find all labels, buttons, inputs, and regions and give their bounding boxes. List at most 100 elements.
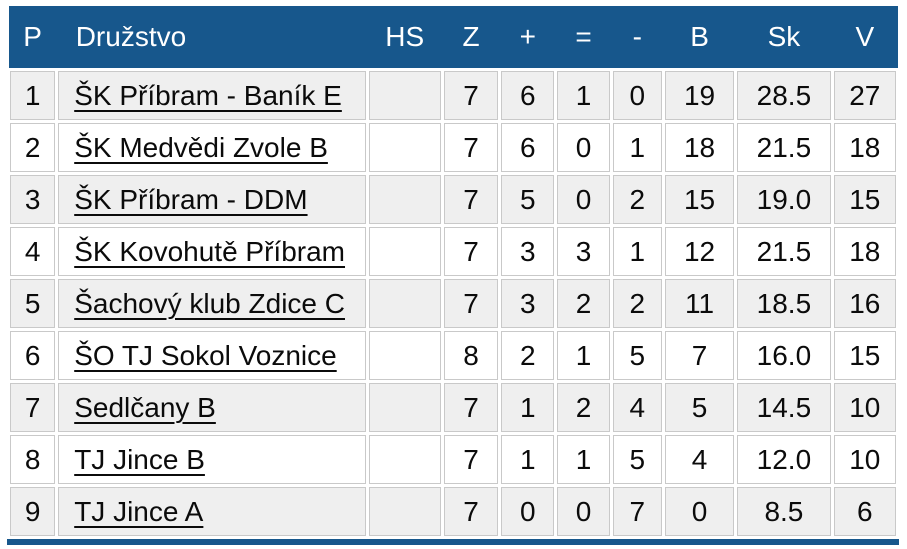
cell-hs — [365, 276, 444, 331]
cell-z: 7 — [440, 432, 502, 487]
table-bottom-border — [7, 539, 899, 545]
cell-z: 7 — [440, 172, 502, 227]
col-header-rank: P — [8, 6, 57, 70]
cell-minus: 1 — [609, 224, 665, 279]
cell-b: 5 — [661, 380, 738, 435]
table-row: 7 Sedlčany B 7 1 2 4 5 14.5 10 — [6, 380, 900, 435]
cell-plus: 6 — [498, 120, 558, 175]
cell-sk: 12.0 — [734, 432, 834, 487]
table-row: 8 TJ Jince B 7 1 1 5 4 12.0 10 — [6, 432, 900, 487]
cell-team: ŠK Příbram - DDM — [55, 172, 369, 227]
cell-plus: 3 — [498, 276, 558, 331]
cell-hs — [365, 120, 444, 175]
cell-rank: 8 — [6, 432, 59, 487]
team-link[interactable]: TJ Jince A — [74, 495, 204, 527]
cell-v: 6 — [830, 484, 900, 539]
cell-plus: 6 — [498, 68, 558, 123]
cell-rank: 9 — [6, 484, 59, 539]
team-link[interactable]: Šachový klub Zdice C — [74, 287, 345, 319]
cell-sk: 28.5 — [734, 68, 834, 123]
cell-draw: 3 — [554, 224, 613, 279]
cell-team: Šachový klub Zdice C — [55, 276, 369, 331]
cell-draw: 0 — [554, 120, 613, 175]
col-header-draw: = — [555, 6, 612, 70]
col-header-plus: + — [499, 6, 556, 70]
cell-z: 7 — [440, 380, 502, 435]
team-link[interactable]: ŠK Příbram - DDM — [74, 183, 308, 215]
cell-v: 18 — [830, 120, 900, 175]
cell-sk: 21.5 — [734, 120, 834, 175]
cell-team: ŠK Příbram - Baník E — [55, 68, 369, 123]
cell-sk: 19.0 — [734, 172, 834, 227]
team-link[interactable]: ŠO TJ Sokol Voznice — [74, 339, 337, 371]
cell-plus: 2 — [498, 328, 558, 383]
cell-team: ŠK Kovohutě Příbram — [55, 224, 369, 279]
cell-rank: 2 — [6, 120, 59, 175]
cell-team: TJ Jince A — [55, 484, 369, 539]
cell-sk: 14.5 — [734, 380, 834, 435]
cell-v: 10 — [830, 432, 900, 487]
cell-plus: 0 — [498, 484, 558, 539]
cell-draw: 2 — [554, 276, 613, 331]
cell-draw: 1 — [554, 432, 613, 487]
cell-hs — [365, 328, 444, 383]
table-body: 1 ŠK Příbram - Baník E 7 6 1 0 19 28.5 27 2 ŠK Med… — [6, 68, 900, 539]
cell-v: 15 — [830, 328, 900, 383]
cell-b: 4 — [661, 432, 738, 487]
team-link[interactable]: TJ Jince B — [74, 443, 205, 475]
cell-minus: 2 — [609, 172, 665, 227]
cell-sk: 16.0 — [734, 328, 834, 383]
cell-v: 18 — [830, 224, 900, 279]
cell-b: 7 — [661, 328, 738, 383]
cell-rank: 6 — [6, 328, 59, 383]
cell-z: 7 — [440, 224, 502, 279]
col-header-z: Z — [442, 6, 500, 70]
cell-draw: 1 — [554, 328, 613, 383]
table-row: 9 TJ Jince A 7 0 0 7 0 8.5 6 — [6, 484, 900, 539]
cell-hs — [365, 172, 444, 227]
cell-minus: 1 — [609, 120, 665, 175]
cell-rank: 5 — [6, 276, 59, 331]
cell-minus: 2 — [609, 276, 665, 331]
cell-minus: 0 — [609, 68, 665, 123]
team-link[interactable]: ŠK Medvědi Zvole B — [74, 131, 328, 163]
cell-b: 15 — [661, 172, 738, 227]
cell-v: 16 — [830, 276, 900, 331]
cell-sk: 8.5 — [734, 484, 834, 539]
team-link[interactable]: Sedlčany B — [74, 391, 216, 423]
col-header-v: V — [832, 6, 898, 70]
cell-minus: 7 — [609, 484, 665, 539]
cell-v: 15 — [830, 172, 900, 227]
cell-minus: 5 — [609, 432, 665, 487]
cell-hs — [365, 484, 444, 539]
cell-hs — [365, 432, 444, 487]
cell-team: Sedlčany B — [55, 380, 369, 435]
col-header-team: Družstvo — [56, 6, 368, 70]
cell-z: 7 — [440, 120, 502, 175]
team-link[interactable]: ŠK Příbram - Baník E — [74, 79, 342, 111]
cell-plus: 3 — [498, 224, 558, 279]
table-row: 4 ŠK Kovohutě Příbram 7 3 3 1 12 21.5 18 — [6, 224, 900, 279]
cell-draw: 2 — [554, 380, 613, 435]
cell-plus: 1 — [498, 380, 558, 435]
cell-draw: 0 — [554, 484, 613, 539]
col-header-hs: HS — [367, 6, 443, 70]
cell-z: 7 — [440, 276, 502, 331]
cell-team: TJ Jince B — [55, 432, 369, 487]
cell-rank: 3 — [6, 172, 59, 227]
header-row: P Družstvo HS Z + = - B Sk V — [8, 6, 898, 70]
cell-v: 27 — [830, 68, 900, 123]
cell-minus: 5 — [609, 328, 665, 383]
cell-hs — [365, 68, 444, 123]
col-header-sk: Sk — [735, 6, 833, 70]
cell-b: 12 — [661, 224, 738, 279]
table-row: 2 ŠK Medvědi Zvole B 7 6 0 1 18 21.5 18 — [6, 120, 900, 175]
cell-hs — [365, 380, 444, 435]
cell-sk: 21.5 — [734, 224, 834, 279]
cell-plus: 5 — [498, 172, 558, 227]
team-link[interactable]: ŠK Kovohutě Příbram — [74, 235, 346, 267]
col-header-b: B — [663, 6, 736, 70]
cell-sk: 18.5 — [734, 276, 834, 331]
cell-draw: 0 — [554, 172, 613, 227]
